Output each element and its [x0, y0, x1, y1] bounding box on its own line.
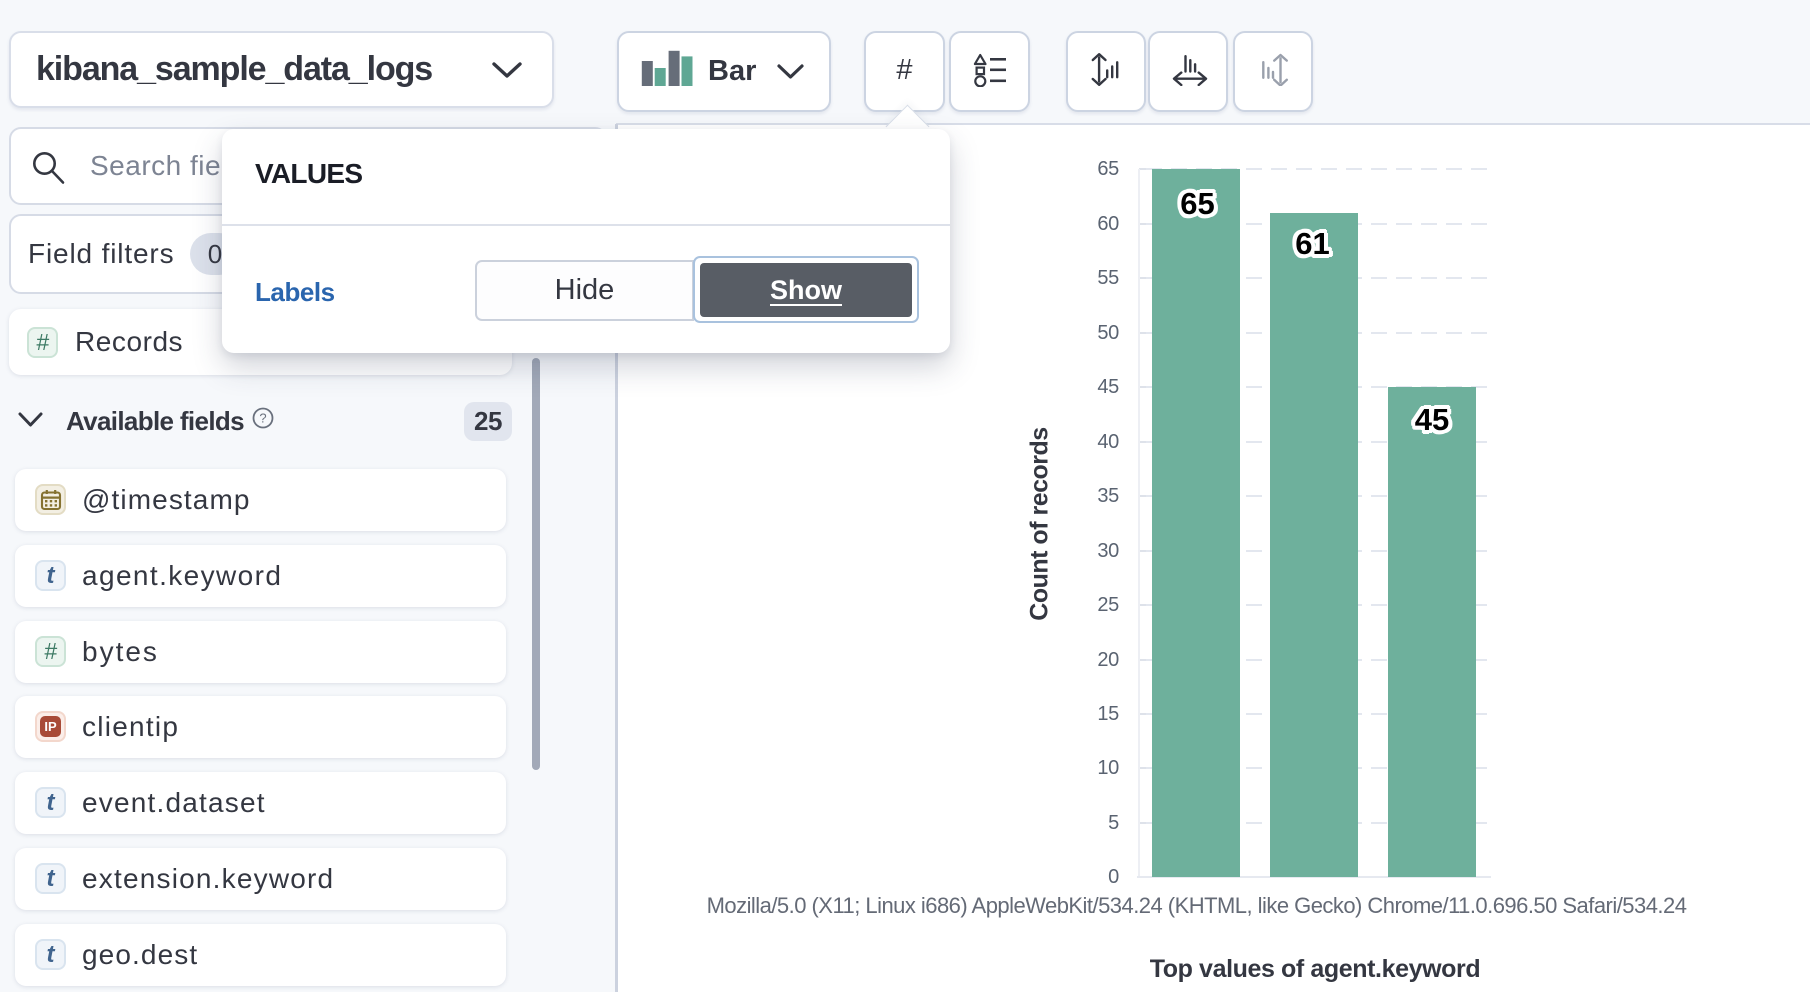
- svg-text:?: ?: [259, 411, 266, 426]
